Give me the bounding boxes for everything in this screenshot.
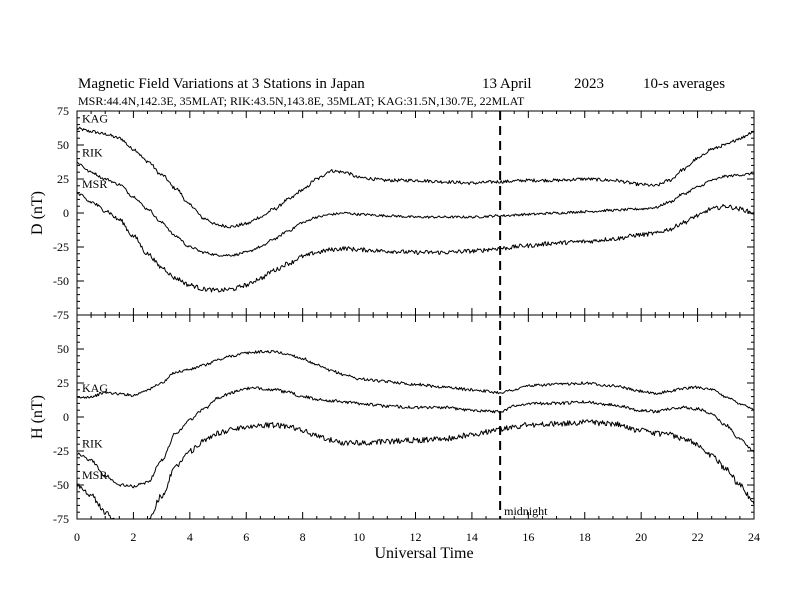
axis-ticks <box>76 110 755 520</box>
series-h-kag <box>76 350 755 411</box>
midnight-label: midnight <box>504 504 548 518</box>
y-tick-label: -25 <box>53 240 69 254</box>
x-tick-label: 22 <box>692 530 704 544</box>
x-axis-label: Universal Time <box>374 545 473 562</box>
series-h-msr <box>76 419 755 520</box>
y-tick-label: -75 <box>53 308 69 322</box>
station-label-h-msr: MSR <box>82 468 107 482</box>
series-d-kag <box>76 126 755 229</box>
y-tick-label: 0 <box>63 410 69 424</box>
station-label-d-msr: MSR <box>82 177 107 191</box>
station-label-h-kag: KAG <box>82 381 108 395</box>
x-tick-label: 10 <box>353 530 365 544</box>
h-axis-label: H (nT) <box>29 395 46 439</box>
y-tick-label: -50 <box>53 274 69 288</box>
x-tick-label: 6 <box>243 530 249 544</box>
station-label-d-rik: RIK <box>82 146 103 160</box>
x-tick-label: 8 <box>300 530 306 544</box>
y-tick-label: 50 <box>57 138 69 152</box>
y-tick-label: -25 <box>53 444 69 458</box>
station-label-h-rik: RIK <box>82 437 103 451</box>
x-tick-label: 14 <box>466 530 478 544</box>
series-d-rik <box>76 161 755 257</box>
y-tick-label: 75 <box>57 104 69 118</box>
station-label-d-kag: KAG <box>82 112 108 126</box>
figure-year: 2023 <box>574 76 604 92</box>
y-tick-label: -75 <box>53 512 69 526</box>
figure-title: Magnetic Field Variations at 3 Stations … <box>78 76 365 92</box>
x-tick-label: 20 <box>635 530 647 544</box>
y-tick-label: 50 <box>57 342 69 356</box>
series-d-msr <box>76 192 755 293</box>
x-tick-label: 16 <box>522 530 534 544</box>
station-labels: KAG RIK MSR KAG RIK MSR <box>82 112 108 482</box>
y-tick-labels: 75 50 25 0 -25 -50 -75 50 25 0 -25 -50 -75 <box>53 104 69 526</box>
x-tick-label: 0 <box>74 530 80 544</box>
series-lines <box>76 126 755 520</box>
x-tick-label: 4 <box>187 530 193 544</box>
x-tick-label: 24 <box>748 530 760 544</box>
stations-info: MSR:44.4N,142.3E, 35MLAT; RIK:43.5N,143.… <box>78 94 525 108</box>
figure-date: 13 April <box>482 76 532 92</box>
y-tick-label: 0 <box>63 206 69 220</box>
y-tick-label: 25 <box>57 376 69 390</box>
series-h-rik <box>76 386 755 489</box>
x-tick-label: 2 <box>130 530 136 544</box>
x-tick-label: 12 <box>410 530 422 544</box>
y-tick-label: -50 <box>53 478 69 492</box>
x-tick-label: 18 <box>579 530 591 544</box>
figure-averaging: 10-s averages <box>643 76 725 92</box>
x-tick-labels: 0 2 4 6 8 10 12 14 16 18 20 22 24 <box>74 530 760 544</box>
y-tick-label: 25 <box>57 172 69 186</box>
d-axis-label: D (nT) <box>29 191 46 235</box>
